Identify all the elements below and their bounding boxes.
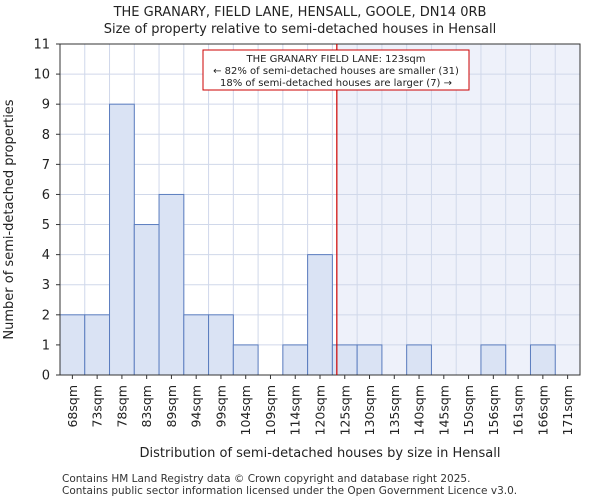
- histogram-bar-89sqm[interactable]: [158, 193, 185, 376]
- larger-region-highlight: [336, 44, 580, 375]
- y-tick-label: 1: [42, 338, 50, 353]
- y-tick-label: 8: [42, 128, 50, 143]
- y-tick-label: 5: [42, 218, 50, 233]
- y-tick-label: 4: [42, 248, 50, 263]
- y-tick-label: 10: [33, 68, 50, 83]
- x-tick-label-161sqm: 161sqm: [511, 385, 526, 435]
- footer-licence: Contains public sector information licen…: [62, 485, 518, 497]
- histogram-bar-99sqm[interactable]: [208, 314, 234, 376]
- y-tick-label: 11: [33, 38, 50, 53]
- x-tick-label-130sqm: 130sqm: [362, 385, 377, 435]
- x-tick-label-140sqm: 140sqm: [412, 385, 427, 435]
- x-tick-label-99sqm: 99sqm: [213, 385, 228, 428]
- histogram-bar-166sqm[interactable]: [529, 344, 556, 376]
- x-tick-label-94sqm: 94sqm: [189, 385, 204, 428]
- x-tick-label-150sqm: 150sqm: [461, 385, 476, 435]
- x-tick-label-156sqm: 156sqm: [486, 385, 501, 435]
- y-tick-label: 0: [42, 369, 50, 384]
- histogram-bar-125sqm[interactable]: [331, 344, 358, 376]
- annotation-title: THE GRANARY FIELD LANE: 123sqm: [245, 54, 425, 65]
- y-tick-label: 2: [42, 308, 50, 323]
- annotation-smaller: ← 82% of semi-detached houses are smalle…: [213, 66, 459, 77]
- histogram-bar-73sqm[interactable]: [84, 314, 111, 376]
- x-tick-label-68sqm: 68sqm: [65, 385, 80, 428]
- histogram-bar-83sqm[interactable]: [133, 224, 160, 376]
- x-tick-label-120sqm: 120sqm: [313, 385, 328, 435]
- histogram-bar-120sqm[interactable]: [307, 254, 333, 376]
- chart-title: THE GRANARY, FIELD LANE, HENSALL, GOOLE,…: [113, 5, 487, 20]
- y-tick-label: 9: [42, 98, 50, 113]
- x-tick-label-145sqm: 145sqm: [436, 385, 451, 435]
- x-tick-label-125sqm: 125sqm: [337, 385, 352, 435]
- x-tick-label-171sqm: 171sqm: [560, 385, 575, 435]
- x-axis-title: Distribution of semi-detached houses by …: [140, 446, 501, 461]
- x-tick-label-89sqm: 89sqm: [164, 385, 179, 428]
- x-tick-label-166sqm: 166sqm: [535, 385, 550, 435]
- histogram-bar-140sqm[interactable]: [406, 344, 432, 376]
- y-tick-label: 3: [42, 278, 50, 293]
- histogram-bar-130sqm[interactable]: [356, 344, 383, 376]
- footer-copyright: Contains HM Land Registry data © Crown c…: [62, 473, 471, 485]
- x-tick-label-78sqm: 78sqm: [114, 385, 129, 428]
- x-tick-label-114sqm: 114sqm: [288, 385, 303, 435]
- histogram-bar-78sqm[interactable]: [109, 103, 135, 376]
- x-tick-label-104sqm: 104sqm: [238, 385, 253, 435]
- x-tick-label-135sqm: 135sqm: [387, 385, 402, 435]
- histogram-bar-156sqm[interactable]: [480, 344, 507, 376]
- annotation-larger: 18% of semi-detached houses are larger (…: [220, 78, 452, 89]
- histogram-bar-68sqm[interactable]: [59, 314, 86, 376]
- y-axis-title: Number of semi-detached properties: [2, 99, 17, 339]
- x-tick-label-73sqm: 73sqm: [90, 385, 105, 428]
- x-tick-label-109sqm: 109sqm: [263, 385, 278, 435]
- histogram-bar-104sqm[interactable]: [232, 344, 259, 376]
- y-tick-label: 6: [42, 188, 50, 203]
- y-tick-label: 7: [42, 158, 50, 173]
- x-tick-label-83sqm: 83sqm: [139, 385, 154, 428]
- annotation-box: [202, 49, 470, 91]
- histogram-bar-94sqm[interactable]: [183, 314, 210, 376]
- histogram-bar-114sqm[interactable]: [282, 344, 309, 376]
- chart-subtitle: Size of property relative to semi-detach…: [103, 22, 497, 37]
